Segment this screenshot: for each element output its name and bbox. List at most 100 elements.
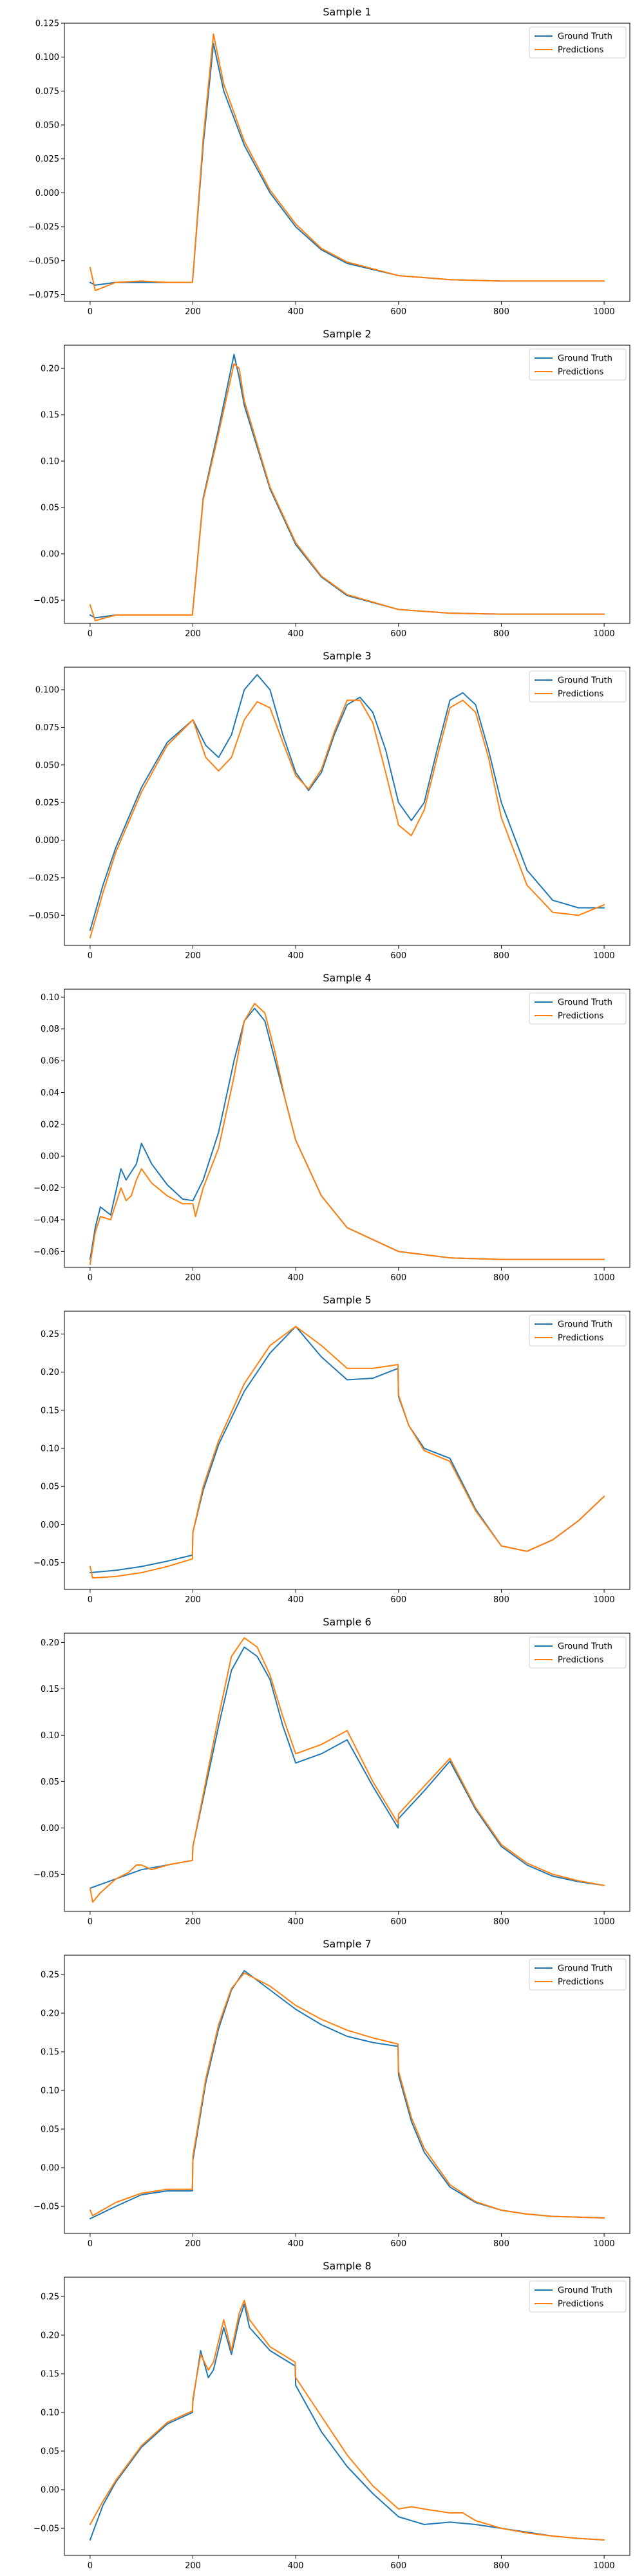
- y-tick-label: 0.025: [35, 155, 59, 164]
- x-tick-label: 400: [288, 307, 304, 317]
- y-tick-label: −0.025: [28, 873, 59, 883]
- series-line-ground-truth: [89, 2304, 605, 2541]
- x-tick-label: 1000: [594, 2561, 615, 2571]
- x-tick-label: 1000: [594, 2239, 615, 2249]
- y-tick-label: 0.00: [41, 550, 59, 560]
- x-tick-label: 800: [493, 629, 509, 639]
- y-tick-label: −0.02: [33, 1184, 59, 1193]
- legend-label: Predictions: [558, 368, 604, 377]
- x-tick-label: 400: [288, 2561, 304, 2571]
- x-tick-label: 600: [390, 2561, 406, 2571]
- x-tick-label: 400: [288, 2239, 304, 2249]
- y-tick-label: 0.15: [41, 1406, 59, 1416]
- x-tick-label: 600: [390, 1273, 406, 1283]
- axes-frame: [64, 1633, 630, 1912]
- x-tick-label: 800: [493, 2561, 509, 2571]
- axes-frame: [64, 23, 630, 302]
- series-line-predictions: [89, 2300, 605, 2541]
- y-tick-label: −0.04: [33, 1215, 59, 1225]
- y-tick-label: 0.20: [41, 2331, 59, 2341]
- axes-frame: [64, 2277, 630, 2556]
- y-tick-label: 0.25: [41, 1330, 59, 1340]
- x-tick-label: 1000: [594, 1273, 615, 1283]
- x-tick-label: 400: [288, 1273, 304, 1283]
- legend-label: Ground Truth: [558, 32, 612, 42]
- series-line-predictions: [89, 1325, 605, 1579]
- y-tick-label: −0.050: [28, 911, 59, 921]
- legend-label: Ground Truth: [558, 354, 612, 364]
- series-line-ground-truth: [89, 1646, 605, 1889]
- legend-box: [529, 670, 627, 703]
- x-tick-label: 200: [185, 1917, 201, 1927]
- y-tick-label: −0.05: [33, 596, 59, 606]
- x-tick-label: 1000: [594, 951, 615, 961]
- legend-box: [529, 1636, 627, 1669]
- x-tick-label: 600: [390, 629, 406, 639]
- subplot-title: Sample 1: [323, 6, 371, 18]
- subplot-title: Sample 2: [323, 328, 371, 340]
- series-line-predictions: [89, 1972, 605, 2219]
- x-tick-label: 0: [88, 1595, 93, 1605]
- y-tick-label: 0.02: [41, 1120, 59, 1130]
- x-tick-label: 200: [185, 2561, 201, 2571]
- y-tick-label: 0.00: [41, 1520, 59, 1530]
- y-tick-label: 0.00: [41, 2486, 59, 2496]
- y-tick-label: 0.075: [35, 723, 59, 733]
- x-tick-label: 800: [493, 1595, 509, 1605]
- subplot-title: Sample 6: [323, 1616, 371, 1628]
- y-tick-label: 0.08: [41, 1025, 59, 1034]
- x-tick-label: 200: [185, 2239, 201, 2249]
- y-tick-label: −0.050: [28, 256, 59, 266]
- legend: Ground Truth Predictions: [529, 670, 627, 703]
- axes-frame: [64, 1955, 630, 2234]
- x-tick-label: 400: [288, 1917, 304, 1927]
- x-tick-label: 0: [88, 2239, 93, 2249]
- legend-label: Ground Truth: [558, 1964, 612, 1974]
- y-tick-label: 0.10: [41, 1731, 59, 1741]
- y-tick-label: 0.15: [41, 2048, 59, 2058]
- subplot-3: Sample 3 0 200 400 600 800 1000 −0.050 −0.025 0.0…: [28, 650, 630, 961]
- x-tick-label: 800: [493, 307, 509, 317]
- legend-label: Predictions: [558, 1978, 604, 1987]
- legend-label: Predictions: [558, 690, 604, 699]
- x-tick-label: 0: [88, 2561, 93, 2571]
- y-tick-label: 0.20: [41, 1368, 59, 1378]
- series-line-ground-truth: [89, 1970, 605, 2220]
- legend-box: [529, 2280, 627, 2313]
- y-tick-label: 0.05: [41, 1777, 59, 1787]
- x-tick-label: 600: [390, 307, 406, 317]
- x-tick-label: 400: [288, 951, 304, 961]
- series-line-predictions: [89, 1637, 605, 1903]
- y-tick-label: 0.20: [41, 365, 59, 374]
- x-tick-label: 0: [88, 1273, 93, 1283]
- y-tick-label: 0.20: [41, 2009, 59, 2019]
- y-tick-label: 0.10: [41, 2087, 59, 2096]
- y-tick-label: −0.075: [28, 290, 59, 300]
- y-tick-label: 0.15: [41, 2370, 59, 2380]
- x-tick-label: 800: [493, 951, 509, 961]
- y-tick-label: −0.05: [33, 2202, 59, 2212]
- legend-label: Predictions: [558, 1334, 604, 1343]
- subplot-5: Sample 5 0 200 400 600 800 1000 −0.05 0.00 0.05 0.…: [33, 1294, 630, 1605]
- x-tick-label: 1000: [594, 307, 615, 317]
- series-line-predictions: [89, 33, 605, 292]
- legend: Ground Truth Predictions: [529, 1636, 627, 1669]
- y-tick-label: 0.05: [41, 504, 59, 513]
- y-tick-label: 0.15: [41, 1685, 59, 1694]
- y-tick-label: 0.10: [41, 993, 59, 1003]
- legend: Ground Truth Predictions: [529, 1314, 627, 1347]
- y-tick-label: −0.05: [33, 1870, 59, 1880]
- subplot-title: Sample 5: [323, 1294, 371, 1306]
- legend: Ground Truth Predictions: [529, 348, 627, 381]
- y-tick-label: 0.05: [41, 2125, 59, 2135]
- x-tick-label: 600: [390, 951, 406, 961]
- legend: Ground Truth Predictions: [529, 2280, 627, 2313]
- series-line-predictions: [89, 699, 605, 939]
- subplot-1: Sample 1 0 200 400 600 800 1000 −0.075 −0.050 −0.…: [28, 6, 630, 317]
- subplot-4: Sample 4 0 200 400 600 800 1000 −0.06 −0.04 −0.02…: [33, 972, 630, 1283]
- y-tick-label: 0.25: [41, 2293, 59, 2302]
- legend: Ground Truth Predictions: [529, 26, 627, 59]
- legend: Ground Truth Predictions: [529, 992, 627, 1025]
- subplot-6: Sample 6 0 200 400 600 800 1000 −0.05 0.00 0.05 0.…: [33, 1616, 630, 1927]
